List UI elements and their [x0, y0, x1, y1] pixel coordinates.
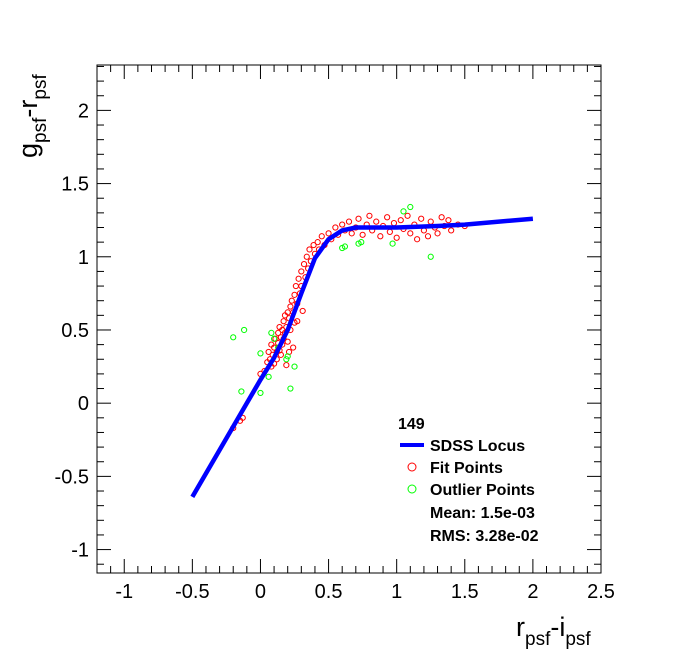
outlier-point: [257, 350, 264, 357]
x-tick-label: 0.5: [315, 581, 343, 603]
fit-point: [295, 275, 302, 282]
fit-point: [390, 220, 398, 227]
fit-point: [332, 224, 339, 231]
legend-header: 149: [398, 416, 425, 433]
fit-point: [303, 253, 310, 260]
fit-point: [427, 218, 434, 225]
fit-point: [299, 307, 306, 315]
fit-point: [393, 234, 400, 241]
fit-point: [373, 218, 380, 225]
fit-point: [277, 351, 284, 358]
x-tick-label: 2.5: [587, 581, 615, 603]
fit-point: [448, 227, 455, 234]
outlier-point: [358, 239, 365, 246]
fit-point: [445, 217, 452, 224]
fit-point: [288, 297, 295, 304]
legend-entry-outlier: Outlier Points: [430, 482, 535, 499]
y-tick-label: 1.5: [61, 174, 89, 196]
legend-rms: RMS: 3.28e-02: [430, 528, 539, 545]
x-tick-label: -0.5: [175, 581, 209, 603]
fit-point: [339, 221, 346, 228]
legend-mean: Mean: 1.5e-03: [430, 505, 535, 522]
fit-point: [291, 291, 298, 298]
y-tick-label: 0: [78, 393, 89, 415]
fit-point: [294, 318, 301, 325]
outlier-point: [291, 363, 298, 370]
x-tick-label: 2: [527, 581, 538, 603]
fit-point: [284, 338, 291, 345]
fit-point: [366, 212, 373, 219]
fit-point: [438, 214, 445, 221]
fit-point: [287, 303, 294, 310]
fit-point: [265, 348, 272, 356]
fit-point: [404, 212, 411, 219]
outlier-point: [257, 389, 264, 397]
fit-point: [414, 236, 421, 243]
x-axis-label: rpsf-ipsf: [516, 612, 591, 650]
fit-point: [300, 261, 308, 268]
fit-point: [407, 230, 414, 237]
outlier-point: [427, 253, 434, 260]
outlier-point: [268, 329, 275, 337]
outlier-point: [400, 208, 407, 215]
legend-fit-swatch: [407, 462, 417, 472]
fit-point: [275, 329, 282, 337]
outlier-point: [230, 334, 237, 341]
fit-point: [397, 217, 404, 224]
y-tick-label: 1: [78, 247, 89, 269]
fit-point: [424, 233, 432, 240]
fit-point: [384, 214, 391, 221]
fit-point: [418, 215, 425, 222]
legend-entry-fit: Fit Points: [430, 460, 503, 477]
x-tick-label: 0: [255, 581, 266, 603]
fit-point: [292, 282, 299, 290]
fit-point: [355, 215, 362, 222]
fit-point: [298, 268, 305, 275]
plot-frame: [96, 64, 602, 574]
outlier-point: [238, 388, 245, 395]
outlier-point: [407, 203, 414, 211]
outlier-point: [284, 353, 291, 360]
outlier-point: [265, 373, 272, 380]
y-tick-label: 2: [78, 100, 89, 122]
fit-point: [345, 218, 353, 225]
y-axis-label: gpsf-rpsf: [13, 74, 51, 158]
fit-point: [290, 344, 297, 351]
x-tick-label: -1: [115, 581, 133, 603]
outlier-point: [389, 240, 396, 247]
fit-point: [348, 230, 355, 237]
y-tick-label: -1: [71, 540, 89, 562]
y-tick-label: 0.5: [61, 320, 89, 342]
fit-point: [359, 231, 366, 238]
y-tick-label: -0.5: [55, 466, 89, 488]
outlier-point: [241, 326, 248, 334]
legend-outlier-swatch: [407, 484, 417, 494]
legend-entry-locus: SDSS Locus: [430, 438, 525, 455]
outlier-point: [283, 356, 290, 363]
legend: 149 SDSS Locus Fit Points Outlier Points…: [398, 416, 539, 545]
x-tick-label: 1.5: [451, 581, 479, 603]
fit-point: [280, 318, 287, 325]
fit-point: [310, 241, 317, 249]
sdss-locus-line: [190, 216, 534, 499]
fit-point: [386, 228, 393, 235]
outlier-point: [270, 335, 278, 342]
outlier-point: [341, 243, 349, 250]
fit-point: [283, 362, 290, 369]
fit-point: [306, 246, 313, 253]
fit-point: [377, 233, 384, 240]
fit-point: [314, 239, 321, 246]
plot-marks: [190, 203, 534, 499]
fit-point: [318, 233, 325, 240]
fit-point: [325, 230, 332, 237]
outlier-point: [287, 385, 294, 392]
axes: -1 -0.5 0 0.5 1 1.5 2 2.5 -1 -0.5 0 0.5 1 1.5 2: [55, 65, 615, 603]
x-tick-label: 1: [391, 581, 402, 603]
fit-point: [434, 230, 441, 237]
